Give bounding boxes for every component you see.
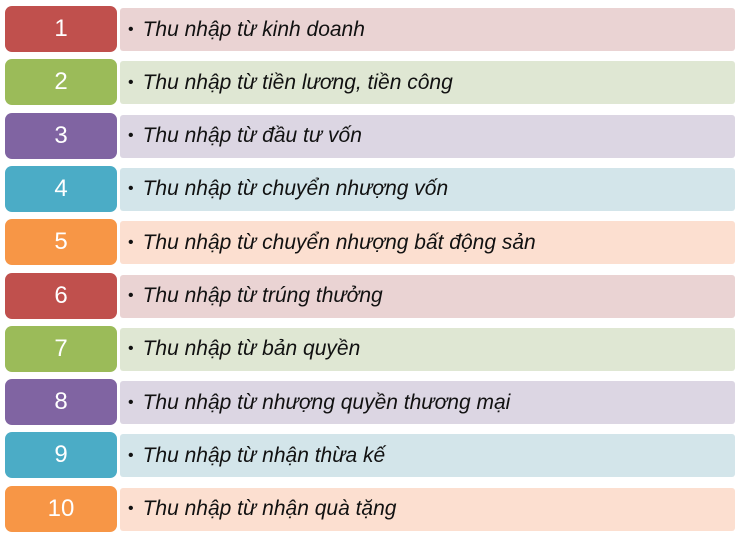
list-item: 2 • Thu nhập từ tiền lương, tiền công bbox=[5, 59, 736, 106]
list-item: 10 • Thu nhập từ nhận quà tặng bbox=[5, 485, 736, 532]
item-number-box: 6 bbox=[5, 272, 117, 319]
item-text-bar: • Thu nhập từ nhượng quyền thương mại bbox=[120, 381, 735, 425]
item-number-box: 5 bbox=[5, 219, 117, 266]
list-item: 6 • Thu nhập từ trúng thưởng bbox=[5, 272, 736, 319]
bullet-icon: • bbox=[128, 500, 134, 518]
item-text-bar: • Thu nhập từ đầu tư vốn bbox=[120, 114, 735, 158]
item-text: Thu nhập từ nhượng quyền thương mại bbox=[142, 390, 511, 414]
item-text: Thu nhập từ đầu tư vốn bbox=[142, 124, 362, 148]
item-text: Thu nhập từ bản quyền bbox=[142, 337, 361, 361]
bullet-icon: • bbox=[128, 180, 134, 198]
item-text: Thu nhập từ chuyển nhượng bất động sản bbox=[142, 230, 536, 254]
item-text: Thu nhập từ trúng thưởng bbox=[142, 284, 383, 307]
bullet-icon: • bbox=[128, 340, 134, 358]
item-text-bar: • Thu nhập từ trúng thưởng bbox=[120, 274, 735, 318]
item-number-box: 7 bbox=[5, 325, 117, 372]
bullet-icon: • bbox=[128, 20, 134, 38]
item-text: Thu nhập từ kinh doanh bbox=[142, 17, 365, 41]
item-text-bar: • Thu nhập từ nhận thừa kế bbox=[120, 434, 735, 478]
item-text-bar: • Thu nhập từ nhận quà tặng bbox=[120, 487, 735, 531]
item-number-box: 9 bbox=[5, 432, 117, 479]
list-item: 5 • Thu nhập từ chuyển nhượng bất động sản bbox=[5, 219, 736, 266]
item-text-bar: • Thu nhập từ bản quyền bbox=[120, 327, 735, 371]
list-item: 4 • Thu nhập từ chuyển nhượng vốn bbox=[5, 165, 736, 212]
item-text-bar: • Thu nhập từ tiền lương, tiền công bbox=[120, 61, 735, 105]
item-text-bar: • Thu nhập từ chuyển nhượng vốn bbox=[120, 167, 735, 211]
list-item: 8 • Thu nhập từ nhượng quyền thương mại bbox=[5, 379, 736, 426]
item-text-bar: • Thu nhập từ kinh doanh bbox=[120, 8, 735, 51]
item-text: Thu nhập từ tiền lương, tiền công bbox=[142, 70, 453, 94]
item-text: Thu nhập từ chuyển nhượng vốn bbox=[142, 177, 449, 201]
item-text-bar: • Thu nhập từ chuyển nhượng bất động sản bbox=[120, 221, 735, 265]
bullet-icon: • bbox=[128, 233, 134, 251]
bullet-icon: • bbox=[128, 287, 134, 304]
bullet-icon: • bbox=[128, 127, 134, 145]
bullet-icon: • bbox=[128, 446, 134, 464]
list-item: 1 • Thu nhập từ kinh doanh bbox=[5, 6, 736, 52]
item-number-box: 10 bbox=[5, 485, 117, 532]
item-number-box: 8 bbox=[5, 379, 117, 426]
item-number-box: 1 bbox=[5, 6, 117, 52]
item-number-box: 2 bbox=[5, 59, 117, 106]
item-text: Thu nhập từ nhận quà tặng bbox=[142, 497, 397, 521]
list-item: 9 • Thu nhập từ nhận thừa kế bbox=[5, 432, 736, 479]
bullet-icon: • bbox=[128, 73, 134, 91]
item-text: Thu nhập từ nhận thừa kế bbox=[142, 443, 386, 467]
item-number-box: 4 bbox=[5, 165, 117, 212]
list-item: 3 • Thu nhập từ đầu tư vốn bbox=[5, 112, 736, 159]
item-number-box: 3 bbox=[5, 112, 117, 159]
list-item: 7 • Thu nhập từ bản quyền bbox=[5, 325, 736, 372]
bullet-icon: • bbox=[128, 393, 134, 411]
